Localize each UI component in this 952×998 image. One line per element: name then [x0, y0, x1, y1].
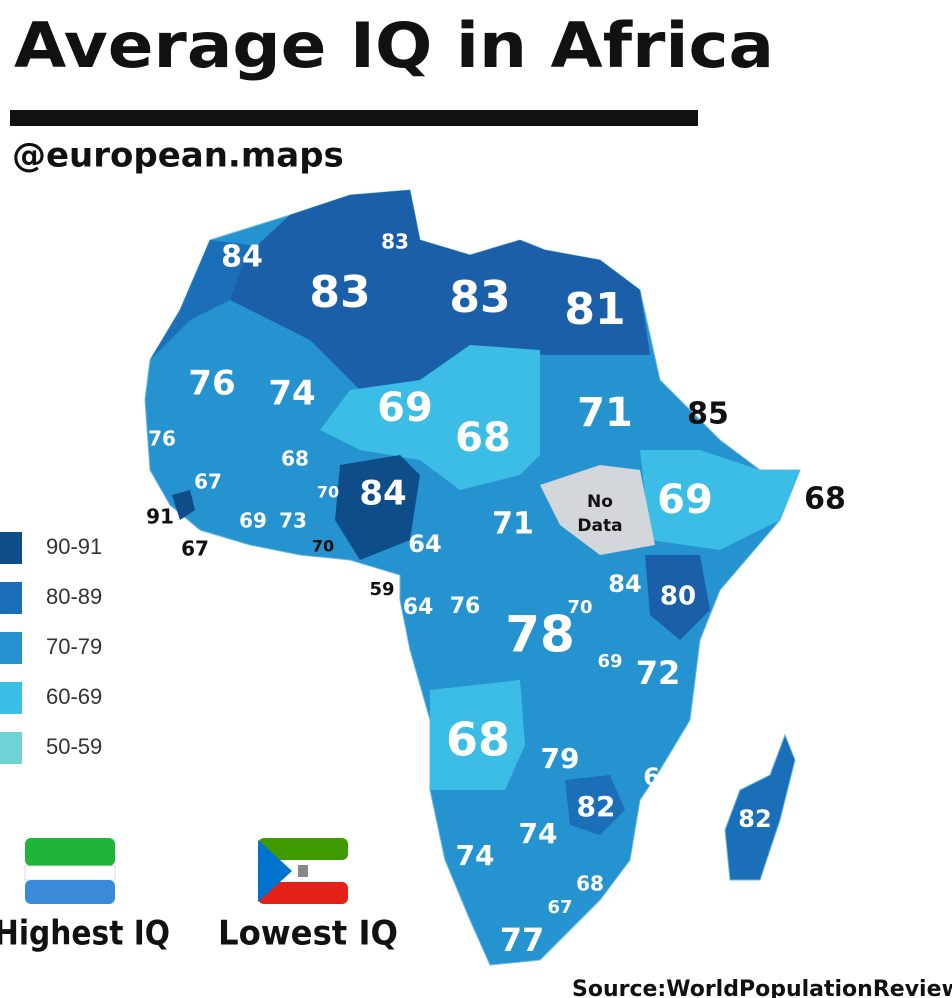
no-data-box: No Data — [577, 492, 623, 536]
nigeria — [335, 455, 420, 560]
region-value: 68 — [446, 713, 510, 767]
no-data-label: No Data — [577, 492, 623, 536]
legend-label: 70-79 — [46, 634, 102, 659]
region-value: 91 — [146, 505, 174, 529]
region-value: 67 — [181, 537, 209, 561]
region-value: 69 — [657, 477, 713, 523]
region-value: 71 — [577, 390, 633, 436]
flag-stripe — [258, 882, 348, 904]
region-value: 72 — [636, 654, 681, 692]
kenya — [645, 555, 710, 640]
title: Average IQ in Africa — [14, 9, 774, 82]
legend-label: 60-69 — [46, 684, 102, 709]
flag-stripe — [25, 838, 115, 866]
no-data-region — [540, 465, 655, 555]
region-value: 74 — [519, 817, 558, 850]
legend: 90-91 80-89 70-79 60-69 50-59 — [0, 532, 102, 764]
flag-equatorial-guinea — [258, 838, 348, 904]
legend-swatch — [0, 582, 22, 614]
legend-label: 90-91 — [46, 534, 102, 559]
region-value: 67 — [194, 470, 222, 494]
zimbabwe — [565, 775, 625, 835]
legend-swatch — [0, 682, 22, 714]
lowest-caption: Lowest IQ — [218, 914, 398, 954]
region-value: 64 — [408, 530, 441, 558]
legend-swatch — [0, 732, 22, 764]
region-value: 82 — [738, 805, 771, 833]
legend-swatch — [0, 532, 22, 564]
region-value: 68 — [576, 872, 604, 896]
highest-caption: Highest IQ — [0, 914, 170, 954]
region-value: 77 — [500, 921, 545, 959]
region-value: 79 — [541, 742, 580, 775]
region-value: 76 — [188, 364, 235, 404]
region-value: 64 — [643, 763, 676, 791]
legend-label: 50-59 — [46, 734, 102, 759]
region-value: 68 — [804, 482, 846, 517]
flag-emblem — [298, 865, 308, 877]
region-value: 70 — [312, 537, 334, 556]
region-value: 74 — [456, 839, 495, 872]
region-value: 70 — [317, 483, 339, 502]
region-value: 82 — [577, 790, 616, 823]
region-value: 68 — [281, 447, 309, 471]
north-region — [230, 190, 650, 390]
flag-stripe — [258, 838, 348, 860]
region-value: 76 — [450, 594, 481, 619]
region-value: 69 — [597, 651, 622, 672]
region-value: 70 — [567, 597, 592, 618]
morocco — [150, 240, 250, 360]
region-value: 84 — [608, 570, 641, 598]
sahel-light — [320, 345, 540, 490]
legend-label: 80-89 — [46, 584, 102, 609]
flag-stripe — [25, 880, 115, 904]
region-value: 74 — [268, 374, 315, 414]
title-rule — [10, 110, 698, 126]
legend-swatch — [0, 632, 22, 664]
region-value: 83 — [381, 230, 409, 254]
handle: @european.maps — [12, 136, 344, 176]
region-value: 69 — [377, 385, 433, 431]
ethiopia — [640, 450, 800, 550]
region-value: 71 — [492, 507, 534, 542]
region-value: 59 — [369, 579, 394, 600]
angola — [430, 680, 525, 790]
africa-map — [144, 189, 801, 966]
madagascar — [724, 733, 796, 881]
region-value: 84 — [359, 474, 406, 514]
region-value: 69 — [239, 509, 267, 533]
region-value: 80 — [660, 582, 696, 612]
region-value: 83 — [449, 272, 510, 323]
flag-stripe — [24, 865, 116, 881]
source: Source:WorldPopulationReview — [572, 977, 952, 998]
flag-sierra-leone — [24, 838, 116, 904]
region-value: 84 — [221, 240, 263, 275]
region-value: 68 — [455, 415, 511, 461]
region-value: 64 — [403, 595, 434, 620]
region-value: 78 — [505, 606, 575, 664]
region-value: 81 — [564, 284, 625, 335]
sierra-leone — [172, 490, 195, 520]
region-value: 67 — [547, 897, 572, 918]
region-value: 73 — [279, 509, 307, 533]
region-value: 85 — [687, 397, 729, 432]
flag-triangle — [258, 840, 292, 902]
region-value: 83 — [309, 267, 370, 318]
region-value: 76 — [148, 427, 176, 451]
